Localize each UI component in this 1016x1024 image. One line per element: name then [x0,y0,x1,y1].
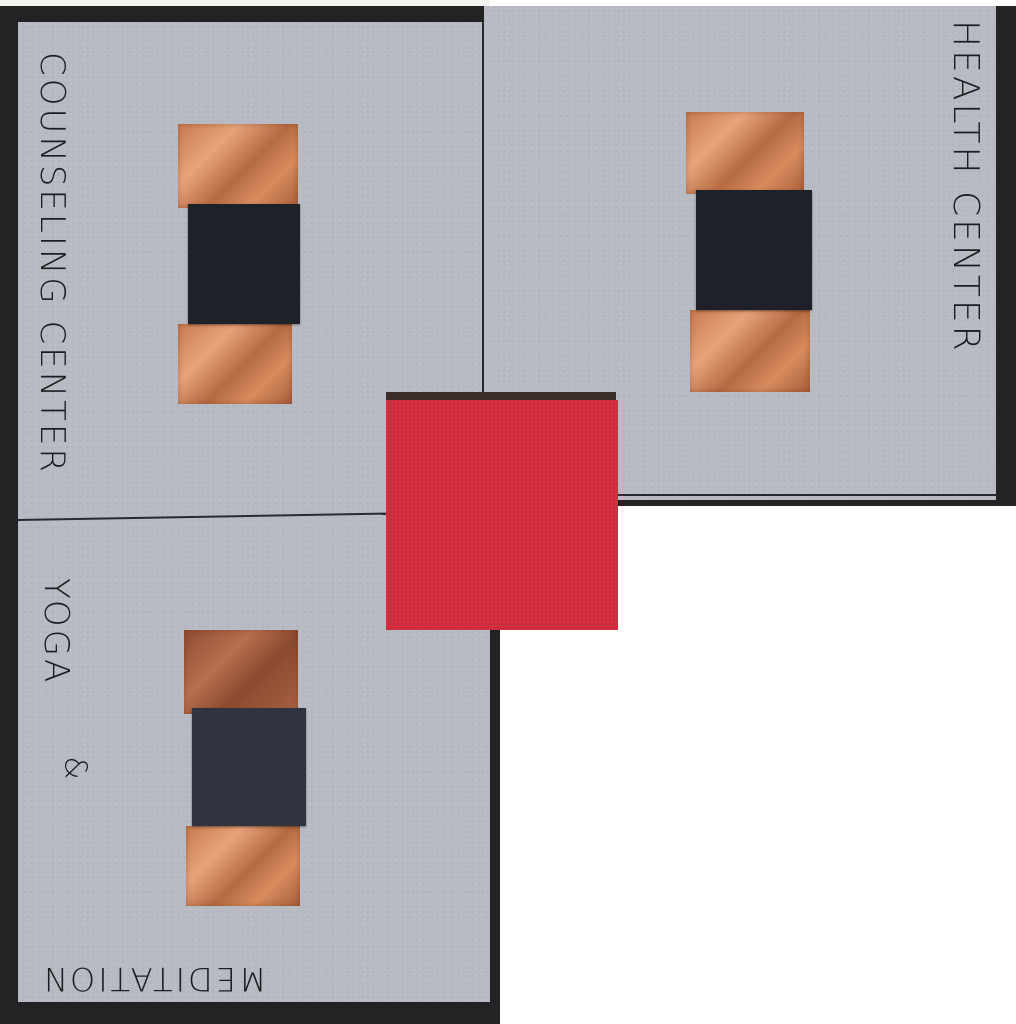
copper-tape-bottom [186,826,300,906]
touch-pad [696,190,812,310]
health-center-label: HEALTH CENTER [945,20,986,354]
copper-tape-top [178,124,298,208]
center-red-square [386,400,618,630]
copper-tape-bottom [690,310,810,392]
meditation-label: MEDITATION [40,960,267,998]
counseling-center-label: COUNSELING CENTER [32,52,72,475]
copper-tape-top [686,112,804,194]
vertical-divider-line [482,22,484,394]
yoga-label: YOGA [36,578,76,686]
ampersand-label: & [57,756,93,783]
touch-pad [188,204,300,324]
copper-tape-top [184,630,298,714]
copper-tape-bottom [178,324,292,404]
background-strip [0,0,490,8]
touch-pad [192,708,306,826]
horizontal-divider-line-right [610,494,996,496]
